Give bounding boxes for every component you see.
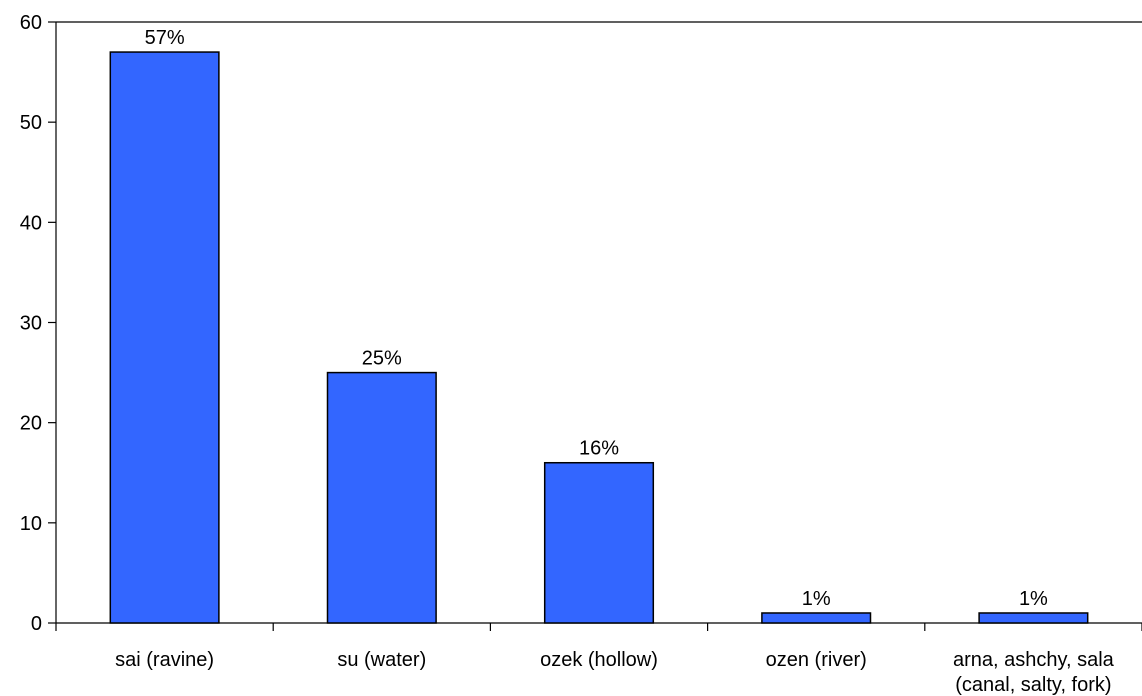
bar	[761, 612, 872, 624]
y-tick-label: 30	[20, 313, 42, 335]
category-label: ozen (river)	[766, 649, 867, 671]
y-tick-label: 10	[20, 513, 42, 535]
data-label: 1%	[1019, 588, 1048, 610]
bar	[978, 612, 1089, 624]
bar	[543, 461, 655, 624]
y-tick-label: 60	[20, 12, 42, 34]
data-labels: 57% 25% 16% 1% 1%	[145, 27, 1048, 610]
y-tick-label: 20	[20, 413, 42, 435]
category-label: (canal, salty, fork)	[955, 674, 1111, 696]
y-tick-label: 0	[31, 613, 42, 635]
category-label: ozek (hollow)	[540, 649, 658, 671]
bars	[109, 51, 1089, 624]
y-axis: 0 10 20 30 40 50 60	[20, 12, 57, 635]
data-label: 16%	[579, 438, 619, 460]
category-label: sai (ravine)	[115, 649, 214, 671]
y-tick-label: 50	[20, 112, 42, 134]
data-label: 57%	[145, 27, 185, 49]
category-label: su (water)	[337, 649, 426, 671]
bar	[326, 371, 437, 624]
y-tick-label: 40	[20, 212, 42, 234]
category-label: arna, ashchy, sala	[953, 649, 1115, 671]
data-label: 25%	[362, 348, 402, 370]
category-labels: sai (ravine) su (water) ozek (hollow) ozen …	[115, 649, 1115, 696]
bar	[109, 51, 220, 624]
x-axis	[55, 622, 1142, 631]
data-label: 1%	[802, 588, 831, 610]
